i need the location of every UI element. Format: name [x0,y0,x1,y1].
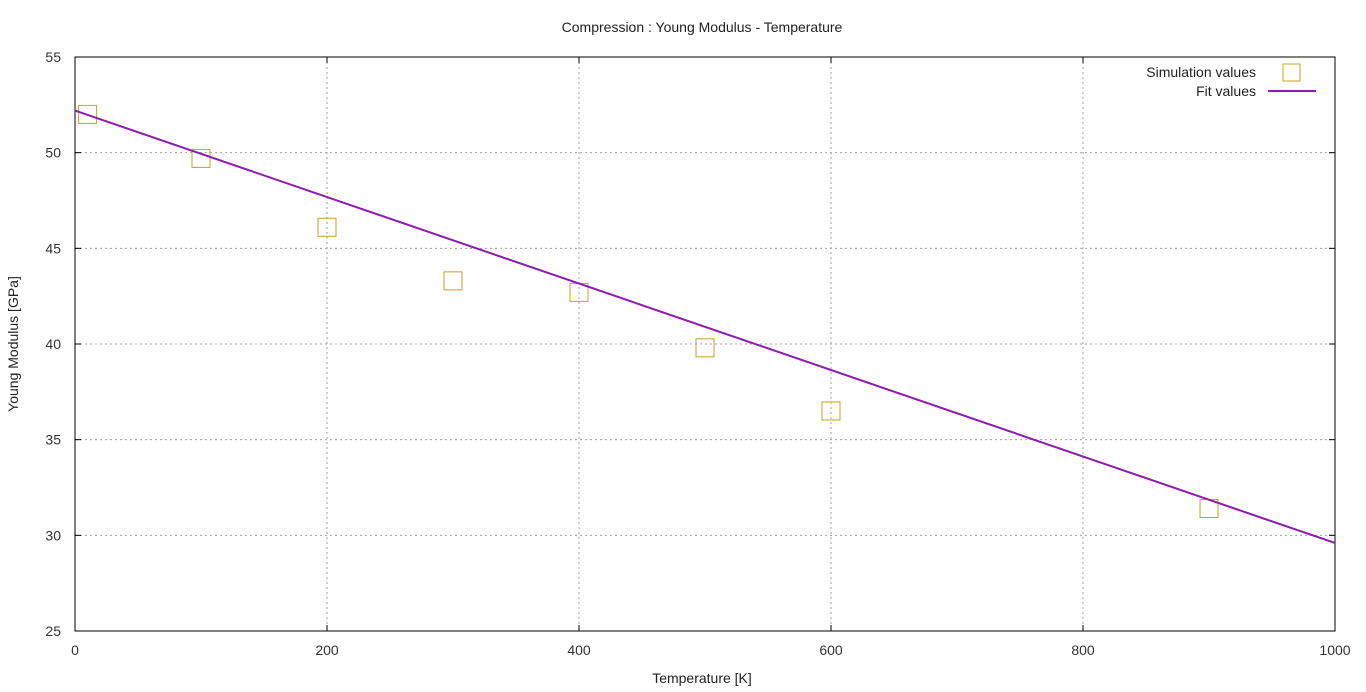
y-tick-label: 25 [45,623,61,639]
x-tick-label: 0 [71,642,79,658]
y-axis-label: Young Modulus [GPa] [5,276,21,412]
x-tick-label: 200 [315,642,339,658]
simulation-point [695,338,715,358]
x-tick-label: 600 [819,642,843,658]
x-tick-label: 800 [1071,642,1095,658]
series-layer [74,104,1336,544]
simulation-point [821,401,841,421]
simulation-point [443,271,463,291]
x-tick-label: 400 [567,642,591,658]
y-tick-label: 40 [45,336,61,352]
y-tick-label: 55 [45,49,61,65]
grid-lines [75,57,1335,631]
y-tick-label: 35 [45,432,61,448]
chart-title: Compression : Young Modulus - Temperatur… [562,19,843,35]
y-tick-label: 50 [45,145,61,161]
simulation-point [317,217,337,237]
legend-label-simulation: Simulation values [1146,64,1256,80]
axis-ticks: 0 200 400 600 800 1000 25 30 35 40 45 50 55 [45,49,1350,658]
x-tick-label: 1000 [1319,642,1350,658]
legend-label-fit: Fit values [1196,83,1256,99]
simulation-point [191,148,211,168]
x-axis-label: Temperature [K] [652,670,752,686]
legend-marker-simulation [1282,63,1301,82]
simulation-point [78,104,98,124]
fit-line [74,109,1336,544]
y-tick-label: 30 [45,527,61,543]
y-tick-label: 45 [45,240,61,256]
legend: Simulation values Fit values [1146,63,1316,99]
